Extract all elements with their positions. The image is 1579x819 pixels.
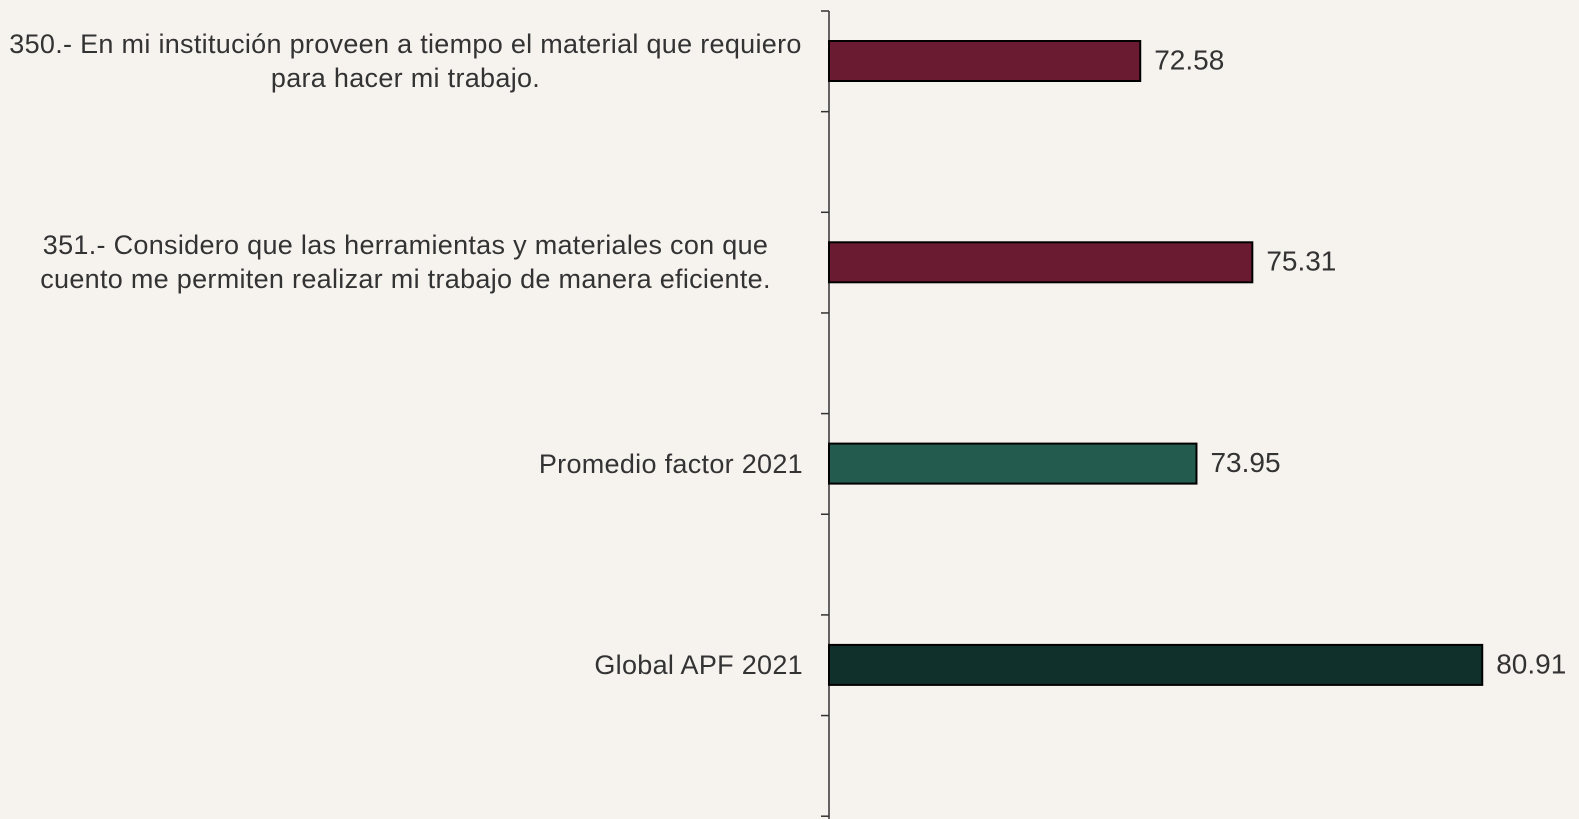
bar xyxy=(828,241,1254,284)
category-label: 350.- En mi institución proveen a tiempo… xyxy=(9,29,802,93)
data-label: 75.31 xyxy=(1266,246,1336,277)
category-label-box: 350.- En mi institución proveen a tiempo… xyxy=(3,1,803,121)
category-label-box: Global APF 2021 xyxy=(3,605,803,725)
data-label: 73.95 xyxy=(1210,447,1280,478)
bar xyxy=(828,442,1198,485)
category-label: 351.- Considero que las herramientas y m… xyxy=(40,230,771,295)
category-label-box: Promedio factor 2021 xyxy=(3,404,803,524)
category-label: Promedio factor 2021 xyxy=(538,448,803,479)
bar xyxy=(828,40,1142,82)
data-label: 72.58 xyxy=(1154,44,1224,75)
category-label: Global APF 2021 xyxy=(594,649,803,680)
bar xyxy=(828,643,1484,686)
data-label: 80.91 xyxy=(1496,648,1566,679)
category-label-box: 351.- Considero que las herramientas y m… xyxy=(3,202,803,322)
